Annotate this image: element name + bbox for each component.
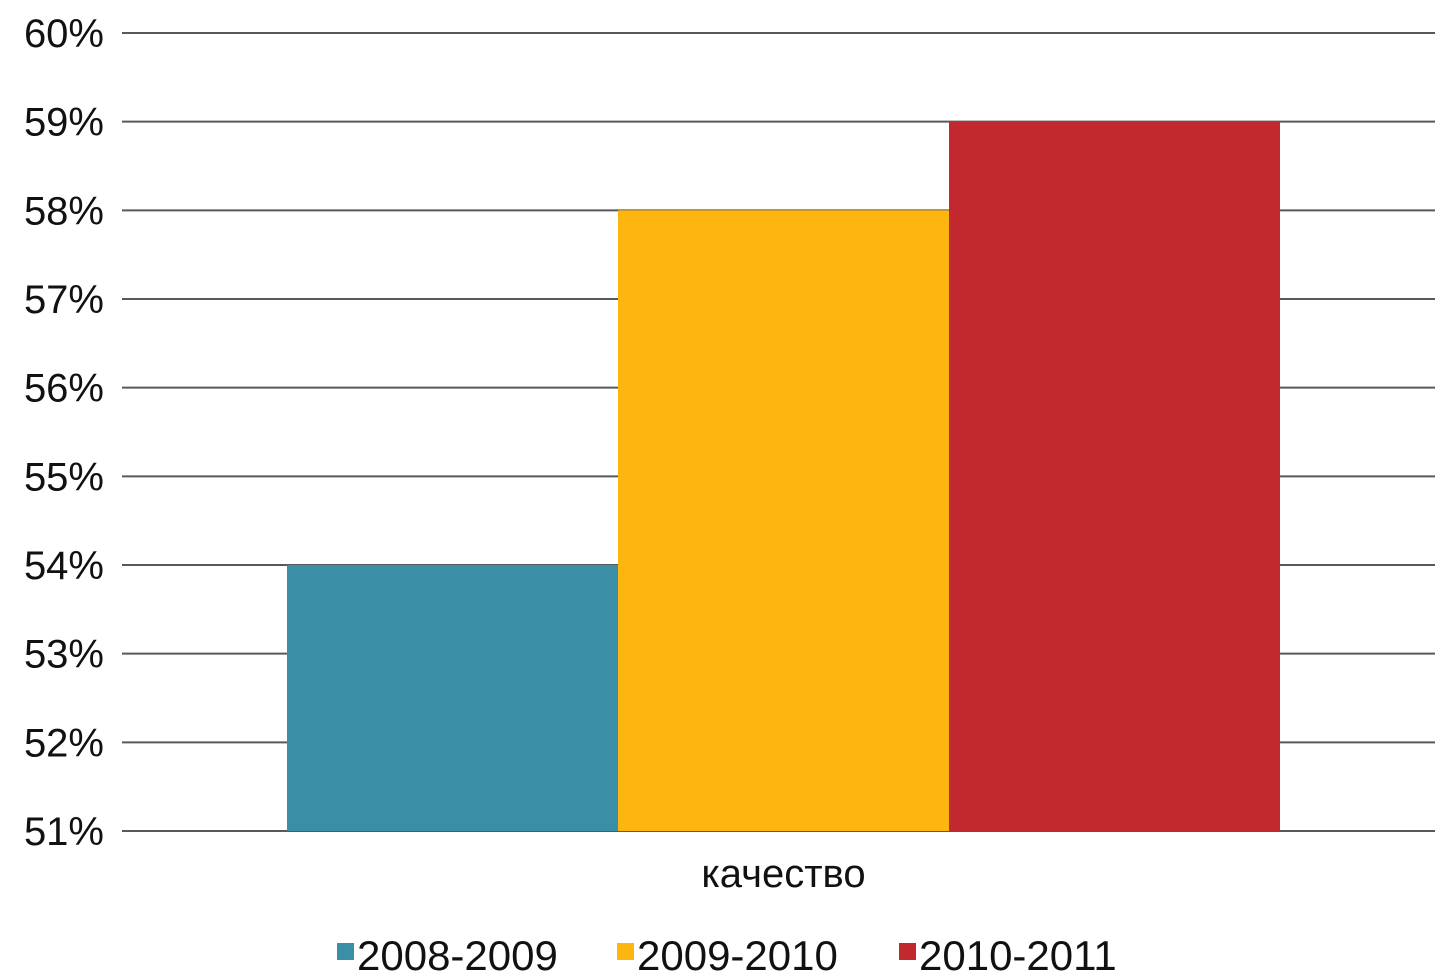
y-tick-label: 54%: [24, 544, 104, 588]
y-tick-label: 56%: [24, 367, 104, 411]
x-axis-category-labels: качество: [701, 852, 865, 896]
y-tick-label: 53%: [24, 633, 104, 677]
y-tick-label: 55%: [24, 455, 104, 499]
legend-swatch: [899, 943, 916, 960]
y-tick-label: 52%: [24, 721, 104, 765]
y-tick-label: 57%: [24, 278, 104, 322]
legend-label: 2008-2009: [357, 932, 558, 974]
bars: [287, 121, 1280, 832]
bar-2009-2010: [618, 210, 949, 832]
y-axis-tick-labels: 51% 52% 53% 54% 55% 56% 57% 58% 59% 60%: [24, 12, 104, 854]
legend: 2008-2009 2009-2010 2010-2011: [337, 932, 1117, 974]
bar-2008-2009: [287, 565, 618, 831]
legend-label: 2009-2010: [637, 932, 838, 974]
y-tick-label: 59%: [24, 101, 104, 145]
legend-label: 2010-2011: [919, 932, 1117, 974]
y-tick-label: 58%: [24, 189, 104, 233]
y-tick-label: 51%: [24, 810, 104, 854]
y-tick-label: 60%: [24, 12, 104, 56]
bar-2010-2011: [949, 121, 1280, 831]
legend-swatch: [617, 943, 634, 960]
legend-swatch: [337, 943, 354, 960]
x-category-label: качество: [701, 852, 865, 896]
